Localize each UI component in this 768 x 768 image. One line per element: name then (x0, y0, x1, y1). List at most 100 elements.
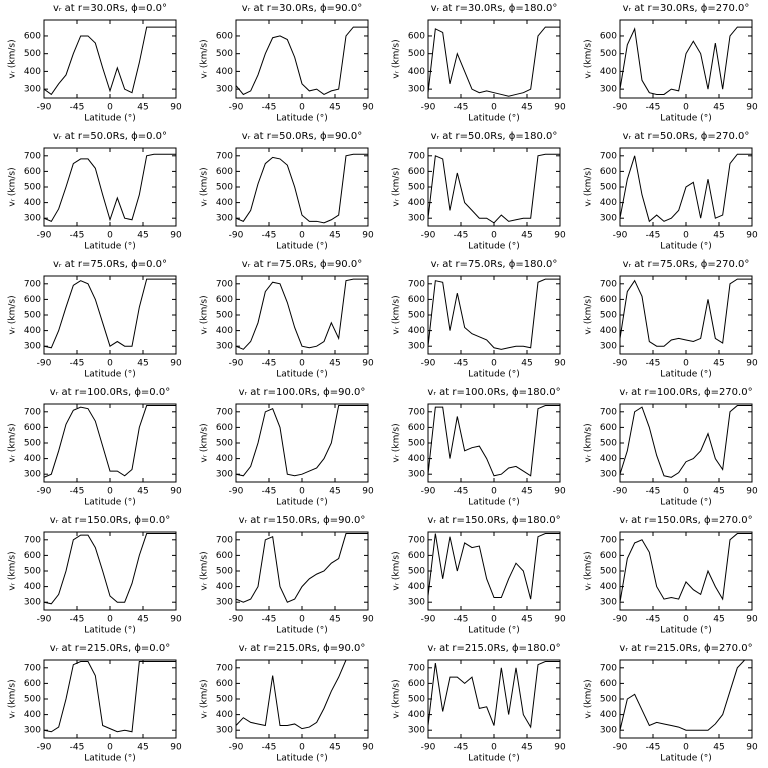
x-tick-label: 0 (683, 103, 689, 113)
y-tick-label: 600 (216, 295, 233, 305)
x-tick-label: 45 (329, 231, 340, 241)
y-tick-label: 400 (600, 454, 617, 464)
y-tick-label: 300 (408, 85, 425, 95)
x-tick-label: -90 (229, 103, 244, 113)
x-tick-label: -45 (646, 359, 661, 369)
x-tick-label: -45 (70, 231, 85, 241)
plot-area (44, 405, 176, 478)
panel: vᵣ at r=150.0Rs, ϕ=0.0° -90 -45 0 45 90 300 400… (8, 515, 182, 636)
x-tick-label: 90 (554, 743, 566, 753)
panel: vᵣ at r=100.0Rs, ϕ=0.0° -90 -45 0 45 90 300 400… (8, 387, 182, 508)
x-tick-label: 90 (746, 231, 758, 241)
x-tick-label: 45 (713, 359, 724, 369)
x-tick-label: -90 (37, 103, 52, 113)
panel-title: vᵣ at r=150.0Rs, ϕ=270.0° (619, 515, 752, 526)
y-tick-label: 400 (600, 326, 617, 336)
x-tick-label: 45 (329, 103, 340, 113)
x-tick-label: -90 (613, 615, 628, 625)
x-tick-label: 0 (683, 743, 689, 753)
y-tick-label: 600 (216, 31, 233, 41)
data-line (620, 278, 752, 347)
y-tick-label: 600 (408, 423, 425, 433)
x-axis-label: Latitude (°) (468, 754, 519, 764)
plot-area (620, 278, 752, 347)
x-tick-label: -90 (421, 615, 436, 625)
x-tick-label: 0 (683, 615, 689, 625)
y-tick-label: 400 (24, 326, 41, 336)
x-axis-label: Latitude (°) (84, 370, 135, 380)
y-tick-label: 700 (24, 407, 41, 417)
y-tick-label: 500 (216, 311, 233, 321)
x-axis-label: Latitude (°) (660, 626, 711, 636)
y-axis-label: vᵣ (km/s) (584, 679, 594, 718)
x-tick-label: -90 (37, 743, 52, 753)
y-tick-label: 300 (24, 726, 41, 736)
y-tick-label: 300 (24, 598, 41, 608)
x-tick-label: -45 (262, 743, 277, 753)
x-tick-label: 45 (521, 231, 532, 241)
y-tick-label: 300 (216, 342, 233, 352)
x-tick-label: 0 (683, 359, 689, 369)
y-tick-label: 600 (600, 167, 617, 177)
plot-area (428, 533, 560, 600)
y-tick-label: 400 (600, 67, 617, 77)
x-tick-label: 0 (491, 487, 497, 497)
y-tick-label: 700 (24, 279, 41, 289)
y-tick-label: 300 (600, 85, 617, 95)
x-tick-label: -45 (262, 615, 277, 625)
x-tick-label: 45 (329, 743, 340, 753)
x-axis-label: Latitude (°) (468, 242, 519, 252)
x-axis-label: Latitude (°) (660, 498, 711, 508)
x-tick-label: -90 (37, 615, 52, 625)
y-tick-label: 500 (408, 183, 425, 193)
x-tick-label: 0 (299, 615, 305, 625)
y-tick-label: 400 (216, 710, 233, 720)
y-tick-label: 600 (24, 31, 41, 41)
plot-area (236, 533, 368, 603)
panel-title: vᵣ at r=50.0Rs, ϕ=0.0° (53, 131, 167, 142)
data-line (428, 661, 560, 729)
y-tick-label: 500 (24, 311, 41, 321)
y-tick-label: 400 (24, 198, 41, 208)
x-tick-label: 90 (746, 615, 758, 625)
y-tick-label: 400 (408, 582, 425, 592)
plot-area (44, 661, 176, 733)
data-line (620, 153, 752, 223)
x-tick-label: -45 (262, 487, 277, 497)
y-tick-label: 600 (24, 295, 41, 305)
x-tick-label: 90 (746, 359, 758, 369)
y-tick-label: 500 (600, 311, 617, 321)
x-axis-label: Latitude (°) (468, 114, 519, 124)
data-line (44, 26, 176, 96)
y-tick-label: 600 (600, 295, 617, 305)
data-line (44, 153, 176, 222)
x-tick-label: -90 (229, 615, 244, 625)
x-tick-label: 90 (554, 359, 566, 369)
y-axis-label: vᵣ (km/s) (584, 423, 594, 462)
data-line (236, 153, 368, 224)
panel-title: vᵣ at r=75.0Rs, ϕ=0.0° (53, 259, 167, 270)
panel: vᵣ at r=215.0Rs, ϕ=180.0° -90 -45 0 45 90 300 4… (392, 643, 566, 764)
y-tick-label: 500 (216, 49, 233, 59)
x-tick-label: -45 (454, 359, 469, 369)
y-tick-label: 600 (24, 167, 41, 177)
x-tick-label: 45 (521, 487, 532, 497)
x-tick-label: 0 (299, 231, 305, 241)
plot-area (428, 405, 560, 477)
y-tick-label: 700 (216, 151, 233, 161)
x-tick-label: -90 (229, 359, 244, 369)
data-line (236, 660, 368, 730)
panel-title: vᵣ at r=150.0Rs, ϕ=0.0° (50, 515, 170, 526)
plot-area (44, 26, 176, 96)
plot-area (428, 661, 560, 729)
x-tick-label: 90 (170, 487, 182, 497)
x-tick-label: 45 (137, 231, 148, 241)
panel-title: vᵣ at r=100.0Rs, ϕ=180.0° (427, 387, 560, 398)
x-tick-label: 0 (491, 103, 497, 113)
y-tick-label: 600 (216, 679, 233, 689)
x-tick-label: 0 (683, 487, 689, 497)
y-tick-label: 500 (600, 695, 617, 705)
y-tick-label: 600 (408, 551, 425, 561)
data-line (236, 533, 368, 603)
y-axis-label: vᵣ (km/s) (200, 423, 210, 462)
